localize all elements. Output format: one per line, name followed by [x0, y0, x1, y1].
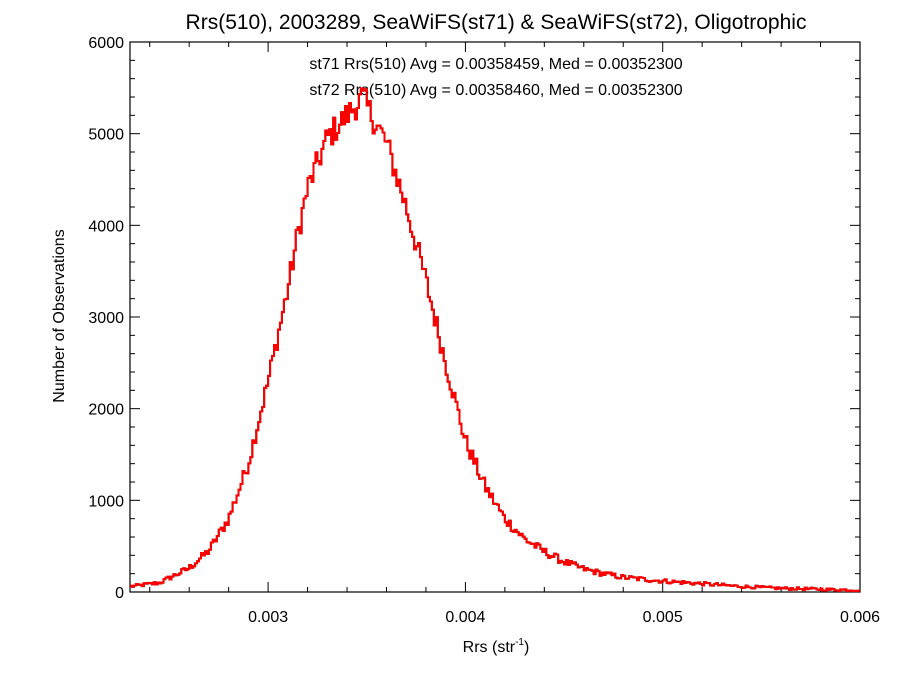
series-layer — [130, 87, 860, 593]
x-axis-label-sup: -1 — [515, 637, 524, 648]
x-axis-label-close: ) — [524, 639, 529, 656]
x-tick-label: 0.005 — [643, 609, 683, 626]
histogram-series-st71 — [130, 87, 860, 593]
y-tick-label: 0 — [115, 585, 124, 602]
x-tick-label: 0.004 — [445, 609, 485, 626]
histogram-series-st72 — [130, 87, 860, 593]
axis-ticks — [130, 41, 861, 593]
y-tick-label: 3000 — [88, 310, 124, 327]
annotation-st72: st72 Rrs(510) Avg = 0.00358460, Med = 0.… — [309, 82, 682, 99]
y-tick-label: 5000 — [88, 127, 124, 144]
y-tick-label: 2000 — [88, 402, 124, 419]
annotation-st71: st71 Rrs(510) Avg = 0.00358459, Med = 0.… — [309, 56, 682, 73]
plot-frame — [129, 41, 861, 593]
y-tick-label: 4000 — [88, 218, 124, 235]
y-tick-label: 6000 — [88, 35, 124, 52]
x-axis-label: Rrs (str-1) — [463, 637, 530, 656]
x-tick-labels: 0.003 0.004 0.005 0.006 — [248, 609, 880, 626]
y-tick-labels: 0 1000 2000 3000 4000 5000 6000 — [88, 35, 124, 602]
x-tick-label: 0.003 — [248, 609, 288, 626]
y-axis-label: Number of Observations — [51, 229, 68, 402]
x-axis-label-base: Rrs (str — [463, 639, 516, 656]
x-tick-label: 0.006 — [840, 609, 880, 626]
chart-title: Rrs(510), 2003289, SeaWiFS(st71) & SeaWi… — [186, 11, 807, 34]
y-tick-label: 1000 — [88, 493, 124, 510]
